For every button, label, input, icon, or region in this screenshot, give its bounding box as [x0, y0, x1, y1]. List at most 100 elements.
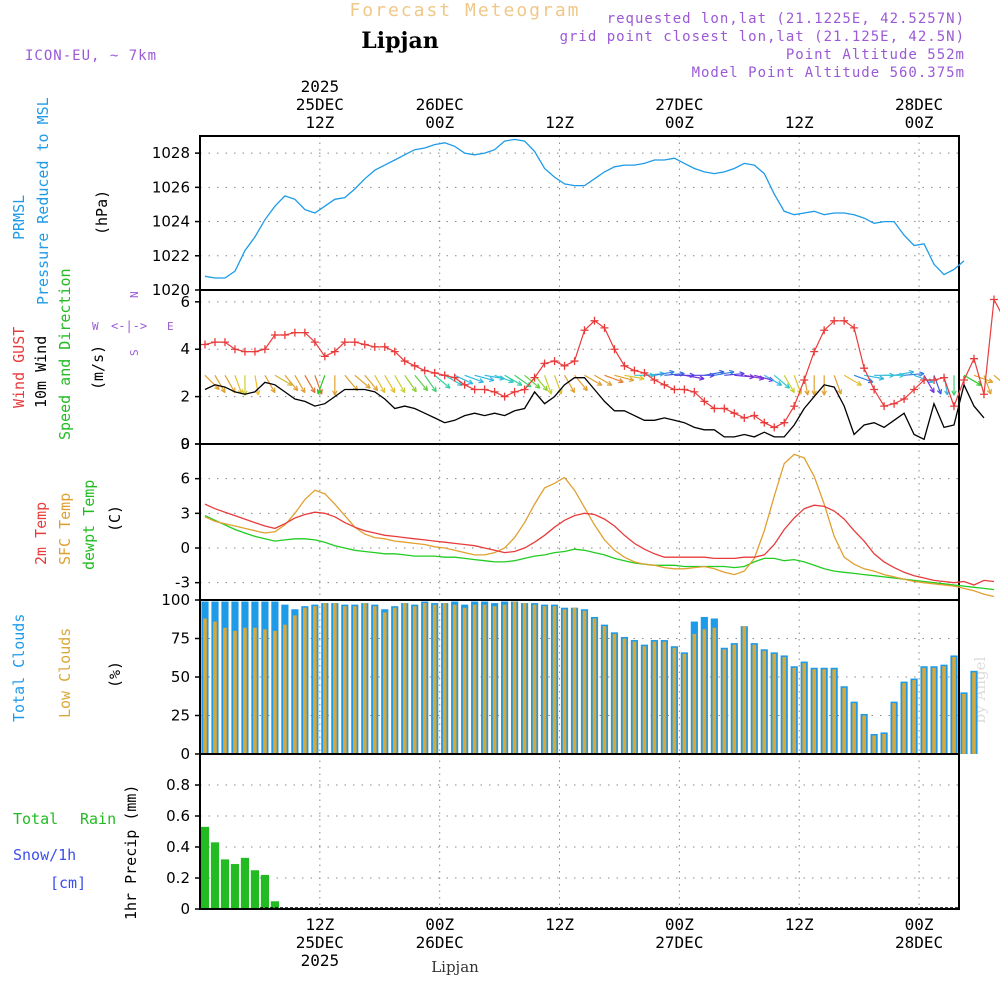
time-label-top: 25DEC	[296, 95, 344, 114]
gust-marker	[720, 404, 729, 413]
low-cloud-bar	[632, 641, 637, 754]
time-label-bottom: 2025	[301, 951, 340, 970]
gust-marker	[590, 316, 599, 325]
low-cloud-bar	[732, 644, 737, 754]
label-prmsl: PRMSL	[10, 195, 28, 240]
low-cloud-bar	[822, 669, 826, 754]
y-tick-label: 100	[161, 591, 190, 609]
low-cloud-bar	[652, 641, 657, 754]
wind-arrow-shaft	[304, 374, 316, 393]
wind-arrow-shaft	[294, 374, 306, 393]
low-cloud-bar	[842, 687, 846, 754]
low-cloud-bar	[213, 621, 217, 754]
wind-arrow-head	[929, 387, 935, 394]
gust-marker	[750, 411, 759, 420]
low-cloud-bar	[562, 609, 567, 754]
label-2m-temp: 2m Temp	[32, 502, 50, 565]
wind-arrow	[304, 374, 316, 394]
time-label-top: 27DEC	[655, 95, 703, 114]
precip-frame	[199, 753, 960, 910]
wind-arrow-shaft	[754, 374, 774, 382]
low-cloud-bar	[752, 644, 757, 754]
label-1hr-precip: 1hr Precip (mm)	[122, 785, 140, 920]
low-cloud-bar	[343, 606, 347, 754]
wind-arrow-head	[639, 375, 645, 381]
wind-arrow-shaft	[664, 372, 685, 376]
y-tick-label: 0	[180, 900, 190, 918]
y-tick-label: 0.8	[166, 776, 190, 794]
wind-arrow	[284, 374, 299, 392]
rain-bar	[210, 842, 220, 909]
gust-marker	[710, 404, 719, 413]
wind-arrow-head	[365, 383, 371, 389]
gust-marker	[300, 328, 309, 337]
wind-arrow-head	[618, 378, 624, 384]
wind-arrow-shaft	[783, 374, 795, 393]
wind-arrow-shaft	[494, 374, 514, 383]
y-tick-label: 1028	[152, 144, 190, 162]
label-total-clouds: Total Clouds	[10, 614, 28, 722]
time-label-bottom: 12Z	[545, 915, 574, 934]
wind-arrow-head	[606, 380, 613, 386]
wind-arrow-shaft	[773, 374, 790, 389]
gust-marker	[850, 323, 859, 332]
wind-arrow-shaft	[384, 374, 396, 393]
wind-arrow-head	[919, 371, 925, 377]
time-label-top: 2025	[301, 77, 340, 96]
gust-marker	[960, 376, 968, 385]
wind-arrow-shaft	[474, 374, 495, 382]
pressure-panel: 1020 1022 1024 1026 1028 PRMSL Pressure Redu…	[10, 97, 965, 305]
t2m-line	[204, 503, 995, 586]
low-cloud-bar	[492, 606, 497, 754]
wind-arrow-shaft	[763, 374, 782, 386]
label-pressure-msl: Pressure Reduced to MSL	[34, 97, 52, 305]
wind-arrow	[234, 375, 243, 395]
wind-arrow-shaft	[234, 375, 243, 395]
gust-marker	[210, 338, 219, 347]
low-cloud-bar	[412, 606, 417, 754]
label-ms: (m/s)	[89, 345, 107, 390]
footer-location: Lipjan	[431, 958, 479, 976]
gust-marker	[770, 423, 779, 432]
wind-arrow	[242, 375, 248, 396]
wind-arrow-head	[445, 383, 451, 389]
gust-marker	[860, 364, 869, 373]
time-label-bottom: 12Z	[305, 915, 334, 934]
low-cloud-bar	[283, 624, 287, 754]
gust-marker	[260, 345, 269, 354]
low-cloud-bar	[782, 656, 787, 754]
cloud-bars	[201, 601, 978, 754]
y-tick-label: 6	[180, 470, 190, 488]
gust-marker	[969, 354, 978, 363]
wind-arrow-head	[987, 378, 994, 384]
wind-arrow	[374, 374, 386, 394]
wind-arrow-shaft	[704, 371, 725, 376]
low-cloud-bar	[662, 641, 667, 754]
gust-marker	[220, 338, 229, 347]
low-cloud-bar	[952, 656, 956, 754]
gust-marker	[870, 385, 879, 394]
wind-arrow-shaft	[993, 374, 1000, 382]
y-tick-label: 0	[180, 539, 190, 557]
wind-arrow-shaft	[963, 374, 982, 386]
rain-bar	[240, 857, 250, 909]
gust-marker	[410, 361, 419, 370]
low-cloud-bar	[472, 604, 477, 754]
low-cloud-bar	[223, 627, 227, 754]
low-cloud-bar	[462, 607, 467, 754]
wind-arrow-shaft	[394, 374, 406, 393]
gust-marker	[989, 295, 998, 304]
gust-marker	[680, 385, 689, 394]
low-cloud-bar	[642, 646, 647, 754]
gust-marker	[240, 347, 249, 356]
wind-arrow-head	[628, 376, 635, 382]
wind-arrow-shaft	[564, 374, 576, 393]
label-percent: (%)	[106, 661, 124, 688]
wind-arrow-shaft	[553, 375, 562, 395]
wind-arrow-shaft	[714, 371, 735, 376]
label-snow: Snow/1h	[13, 846, 76, 864]
low-cloud-bar	[882, 733, 886, 754]
gust-marker	[650, 376, 659, 385]
wind-arrow-shaft	[364, 374, 379, 391]
wind-arrow-head	[270, 387, 276, 394]
